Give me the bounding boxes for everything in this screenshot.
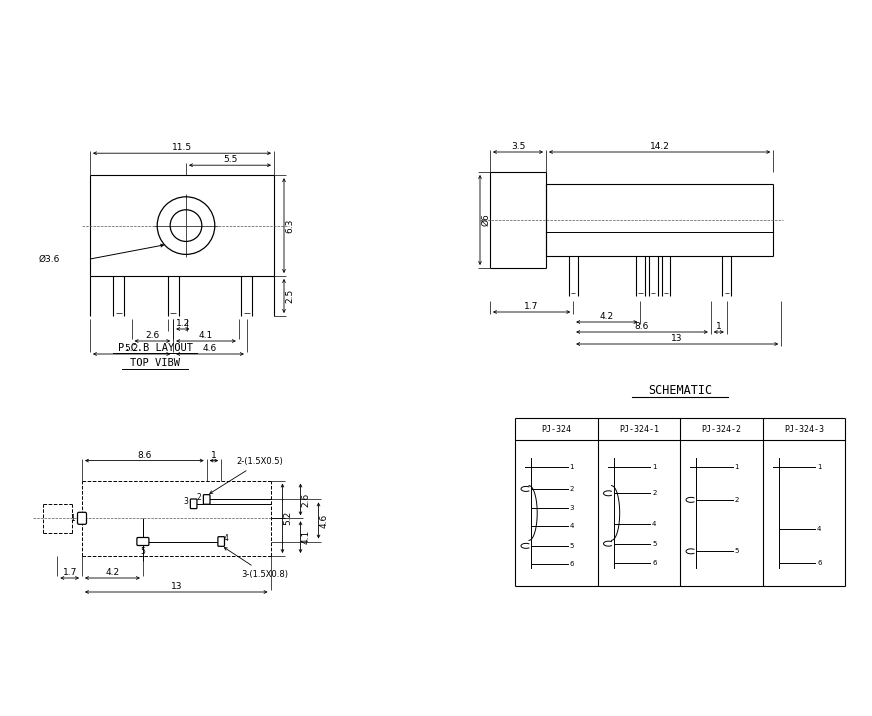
Text: 2: 2 xyxy=(734,497,739,503)
Text: 1.7: 1.7 xyxy=(63,568,77,577)
Text: 4: 4 xyxy=(224,534,228,543)
Text: Ø3.6: Ø3.6 xyxy=(38,255,60,264)
Text: 1: 1 xyxy=(817,464,821,470)
Text: SCHEMATIC: SCHEMATIC xyxy=(648,384,712,397)
Text: 5: 5 xyxy=(734,548,739,554)
Text: 6: 6 xyxy=(652,561,657,566)
Text: 4: 4 xyxy=(817,526,821,533)
Text: 6.3: 6.3 xyxy=(285,218,294,233)
Text: 1: 1 xyxy=(716,322,722,331)
Text: 1.7: 1.7 xyxy=(524,302,539,311)
Text: 5.2: 5.2 xyxy=(283,511,292,526)
Text: 4.2: 4.2 xyxy=(600,312,614,321)
Text: PJ-324-3: PJ-324-3 xyxy=(784,425,824,433)
Text: PJ-324-1: PJ-324-1 xyxy=(619,425,658,433)
Text: 5: 5 xyxy=(140,547,146,556)
FancyBboxPatch shape xyxy=(218,537,224,546)
Text: 5.5: 5.5 xyxy=(223,155,237,164)
Text: 5: 5 xyxy=(569,543,574,549)
Text: 13: 13 xyxy=(171,582,182,591)
FancyBboxPatch shape xyxy=(190,499,197,508)
Text: 2.6: 2.6 xyxy=(302,493,310,507)
Text: 2: 2 xyxy=(652,490,657,496)
Text: 2: 2 xyxy=(196,493,201,502)
Text: 8.6: 8.6 xyxy=(137,450,152,460)
Text: 4: 4 xyxy=(569,523,574,529)
Text: 4.6: 4.6 xyxy=(319,513,329,528)
FancyBboxPatch shape xyxy=(137,538,149,546)
Text: Ø6: Ø6 xyxy=(481,213,490,226)
Text: 3-(1.5X0.8): 3-(1.5X0.8) xyxy=(224,548,289,579)
Text: 1: 1 xyxy=(71,514,75,523)
Text: 1: 1 xyxy=(569,464,574,470)
Text: 1.2: 1.2 xyxy=(175,319,190,328)
Text: 2: 2 xyxy=(569,486,574,492)
Text: 4.1: 4.1 xyxy=(199,331,213,340)
Text: 3: 3 xyxy=(183,498,188,506)
Text: 6: 6 xyxy=(817,561,821,566)
Text: 4.6: 4.6 xyxy=(203,344,217,353)
Text: 2-(1.5X0.5): 2-(1.5X0.5) xyxy=(210,458,283,493)
Text: 5.2: 5.2 xyxy=(125,344,139,353)
Text: 13: 13 xyxy=(671,334,683,343)
Text: TOP VIBW: TOP VIBW xyxy=(130,358,180,368)
Text: 2.5: 2.5 xyxy=(285,289,294,303)
FancyBboxPatch shape xyxy=(203,495,210,504)
Text: 4.1: 4.1 xyxy=(302,530,310,544)
Text: P.C.B LAYOUT: P.C.B LAYOUT xyxy=(118,343,193,353)
Text: 3: 3 xyxy=(569,505,574,511)
FancyBboxPatch shape xyxy=(78,513,86,524)
Text: 14.2: 14.2 xyxy=(650,142,670,151)
Text: PJ-324: PJ-324 xyxy=(542,425,571,433)
Text: 3.5: 3.5 xyxy=(511,142,525,151)
Text: 8.6: 8.6 xyxy=(635,322,649,331)
Text: 4.2: 4.2 xyxy=(106,568,119,577)
Text: 2.6: 2.6 xyxy=(146,331,160,340)
Text: 1: 1 xyxy=(652,464,657,470)
Text: PJ-324-2: PJ-324-2 xyxy=(701,425,741,433)
Text: 6: 6 xyxy=(569,561,574,568)
Text: 11.5: 11.5 xyxy=(172,143,192,153)
Text: 5: 5 xyxy=(652,541,657,546)
Text: 1: 1 xyxy=(211,450,217,460)
Text: 4: 4 xyxy=(652,521,657,527)
Text: 1: 1 xyxy=(734,464,739,470)
